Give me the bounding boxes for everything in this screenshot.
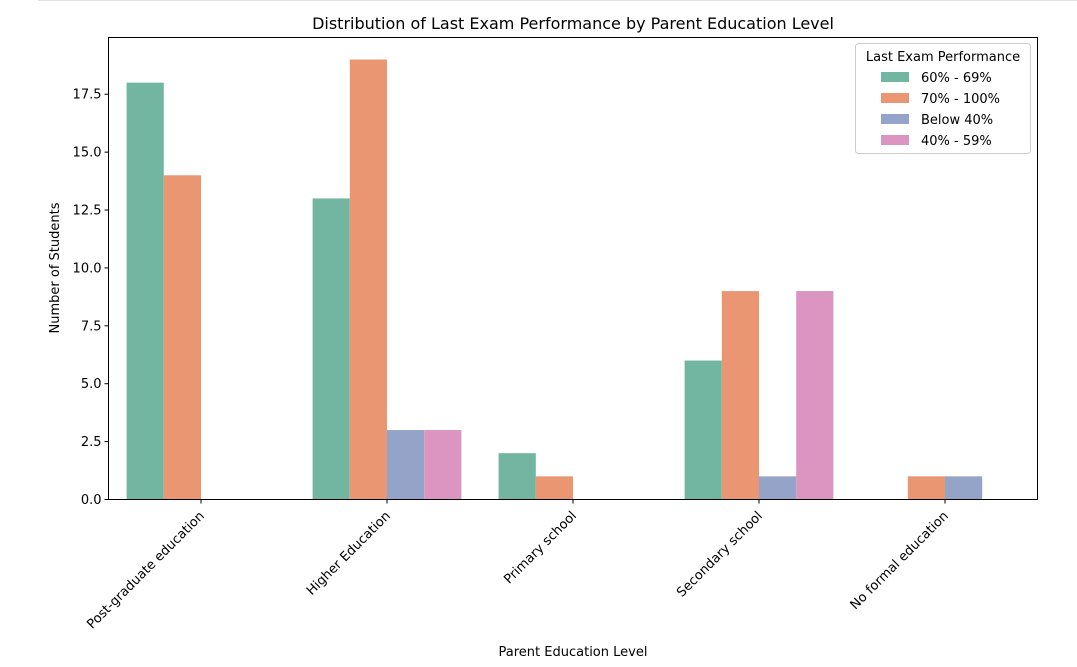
bar: [759, 476, 797, 500]
legend-items: 60% - 69% 70% - 100% Below 40% 40% - 59%: [881, 71, 1000, 149]
x-tick-label: Higher Education: [304, 509, 394, 599]
bar: [387, 430, 425, 500]
legend-label: 70% - 100%: [921, 92, 1000, 107]
bar: [945, 476, 983, 500]
bar: [349, 59, 387, 500]
plot-frame: [108, 37, 1038, 500]
y-tick-label: 10.0: [73, 261, 102, 276]
bar: [126, 82, 164, 500]
x-tick-label: Post-graduate education: [84, 509, 208, 633]
legend-swatch: [881, 114, 909, 124]
legend: Last Exam Performance 60% - 69% 70% - 100…: [855, 43, 1031, 154]
y-tick-label: 5.0: [81, 377, 102, 392]
x-tick-label: Secondary school: [674, 509, 766, 601]
x-tick-label: No formal education: [848, 509, 952, 613]
bar: [907, 476, 945, 500]
legend-swatch: [881, 93, 909, 103]
y-tick-label: 15.0: [73, 146, 102, 161]
legend-label: Below 40%: [921, 113, 993, 128]
top-divider: [38, 0, 1077, 1]
y-tick-label: 2.5: [81, 435, 102, 450]
bar: [312, 198, 350, 500]
y-tick-label: 7.5: [81, 319, 102, 334]
y-axis-label: Number of Students: [48, 202, 63, 333]
y-tick-label: 12.5: [73, 204, 102, 219]
bar: [498, 453, 536, 500]
bar: [424, 430, 462, 500]
legend-swatch: [881, 135, 909, 145]
x-axis: Post-graduate education Higher Education P…: [84, 499, 952, 633]
bar: [796, 291, 834, 500]
bars-layer: [126, 59, 983, 500]
x-axis-label: Parent Education Level: [499, 645, 648, 660]
bar: [535, 476, 573, 500]
legend-label: 60% - 69%: [921, 71, 992, 86]
legend-title: Last Exam Performance: [866, 50, 1020, 65]
x-tick-label: Primary school: [501, 509, 580, 588]
chart-title: Distribution of Last Exam Performance by…: [312, 14, 834, 33]
bar: [163, 175, 201, 500]
y-tick-label: 17.5: [73, 88, 102, 103]
legend-swatch: [881, 72, 909, 82]
bar: [684, 360, 722, 500]
y-tick-label: 0.0: [81, 493, 102, 508]
bar: [721, 291, 759, 500]
y-axis: 0.0 2.5 5.0 7.5 10.0 12.5 15.0 17.5: [73, 88, 109, 508]
legend-label: 40% - 59%: [921, 134, 992, 149]
legend-box: [855, 43, 1031, 154]
